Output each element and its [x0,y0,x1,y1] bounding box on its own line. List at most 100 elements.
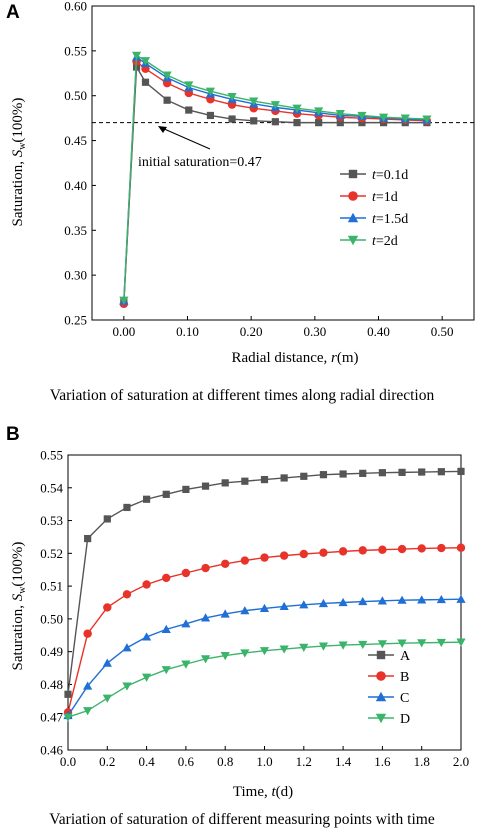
data-point-b-2-8 [220,609,230,618]
data-point-b-3-16 [377,640,387,649]
data-point-b-2-1 [83,681,93,690]
y-tick-label-a: 0.25 [64,313,87,328]
data-point-a-0-9 [293,119,301,127]
data-point-b-3-8 [220,652,230,661]
data-point-a-3-8 [270,101,280,110]
data-point-b-0-14 [339,470,347,478]
data-point-b-1-13 [319,548,328,557]
data-point-b-0-13 [319,471,328,479]
x-tick-label-b: 0.2 [99,754,115,769]
data-point-b-1-9 [240,556,250,565]
data-point-a-0-7 [250,117,258,125]
data-point-b-1-3 [122,590,132,599]
x-tick-label-b: 1.0 [256,754,272,769]
data-point-b-1-10 [260,553,269,562]
data-point-a-3-12 [357,111,367,121]
data-point-b-3-11 [279,645,289,654]
series-line-a-2 [123,55,427,302]
data-point-a-3-11 [335,110,345,119]
data-point-b-1-7 [201,563,210,573]
x-tick-label-a: 0.40 [367,324,390,339]
data-point-b-1-17 [397,544,407,554]
data-point-a-3-4 [184,81,194,90]
data-point-b-0-2 [103,515,111,523]
data-point-b-3-9 [240,649,250,658]
data-point-b-3-20 [456,638,466,647]
series-b-0 [64,467,465,698]
data-point-a-3-6 [227,93,237,102]
data-point-b-3-4 [142,673,152,682]
legend-label-b-3: D [400,712,410,727]
data-point-b-0-3 [123,503,131,512]
series-a-3 [119,51,432,305]
legend-marker-a-2 [347,212,359,223]
data-point-a-0-12 [358,119,366,127]
chart-panel-b: B Saturation, Sw(100%) Time, t(d) Variat… [6,424,469,828]
data-point-b-0-4 [143,495,151,503]
plot-frame-a [91,5,475,321]
data-point-b-2-19 [436,594,446,604]
data-point-b-1-5 [162,573,171,583]
panel-label-b: B [6,424,20,445]
chart-panel-a: A Saturation, Sw(100%) Radial distance, … [6,0,475,404]
y-tick-label-a: 0.40 [64,178,87,193]
data-point-b-1-8 [221,559,230,569]
data-point-b-2-7 [200,613,211,622]
y-tick-label-b: 0.51 [40,579,63,594]
data-point-b-1-18 [417,544,426,553]
y-tick-label-b: 0.50 [40,611,63,626]
data-point-a-3-5 [205,87,216,96]
legend-label-b-2: C [400,691,409,706]
data-point-b-3-3 [122,682,132,691]
data-point-b-1-16 [378,545,387,554]
legend-marker-a-0 [348,169,358,179]
data-point-b-3-17 [397,639,407,648]
data-point-b-2-6 [181,619,191,628]
data-point-b-3-1 [83,707,93,716]
x-tick-label-b: 1.8 [414,754,430,769]
data-point-b-0-20 [457,467,465,475]
series-b-1 [63,543,466,717]
data-point-a-3-7 [249,97,259,106]
y-tick-label-a: 0.50 [64,88,87,103]
legend-label-a-1: t=1d [372,190,398,205]
reference-line-label-a: initial saturation=0.47 [138,155,262,170]
data-point-b-0-10 [260,475,269,484]
reference-arrowhead-a [158,126,167,133]
data-point-b-2-16 [377,596,387,605]
legend-a: t=0.1d t=1d t=1.5d t=2d [340,168,408,249]
data-point-b-3-14 [338,641,348,650]
data-point-b-2-18 [417,595,427,604]
reference-arrow-a [161,127,211,150]
data-point-b-2-17 [397,595,407,604]
legend-label-b-1: B [400,670,409,685]
data-point-a-3-3 [162,71,172,80]
x-tick-label-a: 0.20 [240,324,263,339]
data-point-b-3-7 [200,655,211,664]
series-b-3 [63,638,466,722]
data-point-b-0-6 [182,485,190,494]
legend-marker-a-3 [347,235,359,246]
x-axis-title-b: Time, t(d) [233,784,293,800]
legend-label-a-2: t=1.5d [372,212,408,227]
data-point-a-3-1 [131,51,142,60]
data-point-b-2-2 [102,658,112,667]
x-tick-label-b: 1.6 [374,754,391,769]
data-point-a-0-3 [163,96,171,104]
data-point-a-3-10 [314,107,324,116]
series-b-2 [63,594,466,720]
legend-label-b-0: A [400,649,411,664]
data-point-b-2-9 [240,606,250,615]
data-point-a-0-4 [185,106,193,114]
x-tick-label-b: 2.0 [453,754,469,769]
data-point-b-0-19 [437,468,445,476]
data-point-a-0-11 [336,119,344,127]
data-point-b-1-4 [142,580,151,589]
y-tick-label-b: 0.53 [40,513,63,528]
data-point-b-1-14 [338,547,348,556]
data-point-a-3-2 [140,57,151,66]
y-tick-label-b: 0.47 [40,710,63,725]
x-tick-label-b: 0.4 [138,754,155,769]
